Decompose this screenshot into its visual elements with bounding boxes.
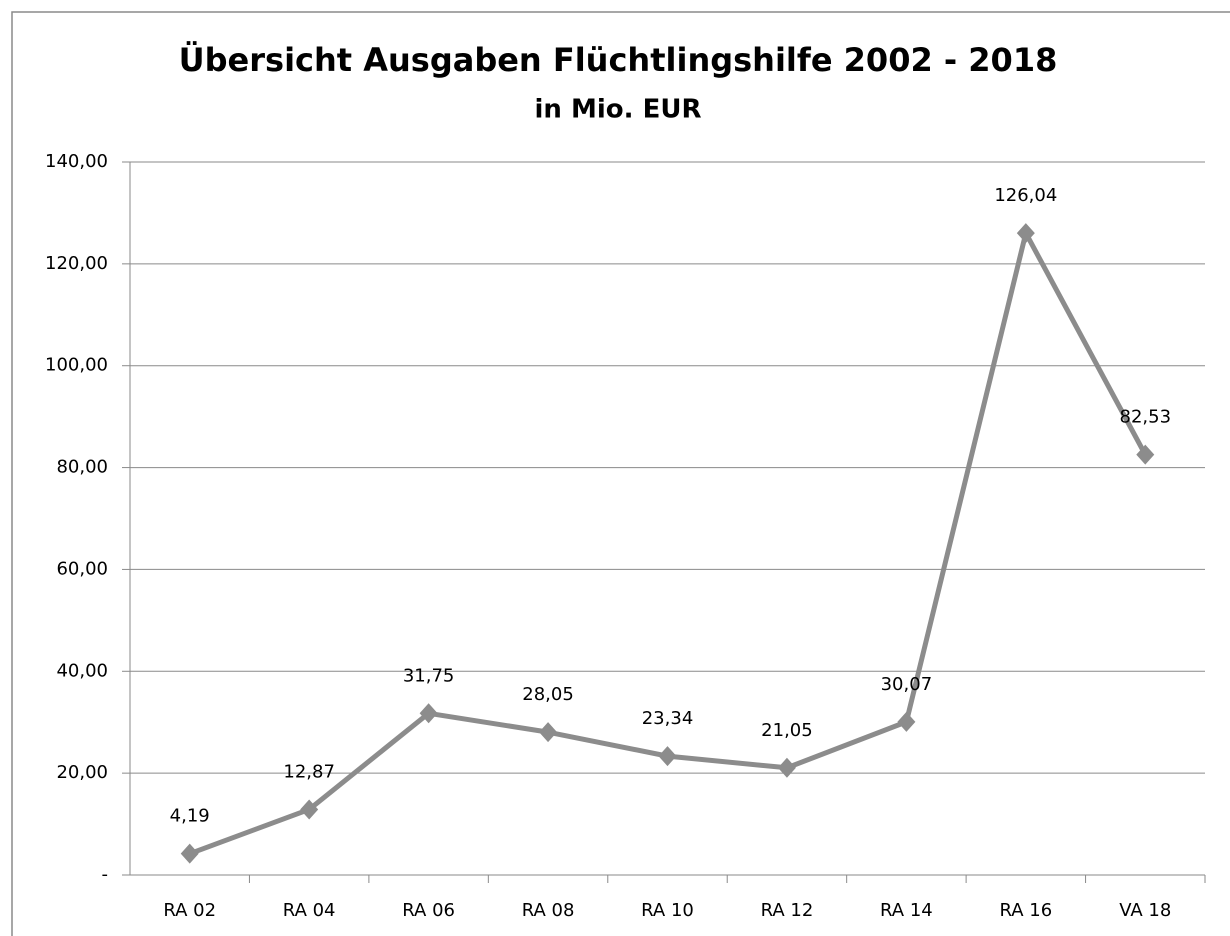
x-tick-label: RA 16 [999,900,1052,921]
marker [419,703,438,724]
data-label: 21,05 [761,720,813,741]
chart-frame [11,11,1230,936]
x-tick-label: RA 08 [522,900,575,921]
data-label: 28,05 [522,684,574,705]
data-label: 30,07 [881,674,933,695]
y-tick-label: 140,00 [45,151,108,172]
data-label: 82,53 [1120,407,1172,428]
data-label: 23,34 [642,708,694,729]
x-tick-label: RA 14 [880,900,933,921]
x-tick-label: RA 06 [402,900,455,921]
data-label: 4,19 [170,806,210,827]
data-label: 12,87 [283,761,335,782]
marker [539,722,558,743]
y-tick-label: 60,00 [56,558,108,579]
marker [300,799,319,820]
marker [658,746,677,767]
y-tick-label: 40,00 [56,660,108,681]
x-tick-label: RA 10 [641,900,694,921]
x-tick-label: RA 12 [761,900,814,921]
marker [1136,444,1155,465]
marker [777,757,796,778]
chart-subtitle: in Mio. EUR [535,95,702,125]
x-tick-label: VA 18 [1119,900,1171,921]
marker [180,843,199,864]
y-tick-label: 20,00 [56,762,108,783]
data-label: 31,75 [403,665,455,686]
y-tick-label: - [102,864,109,885]
y-tick-label: 100,00 [45,355,108,376]
marker [1016,223,1035,244]
x-tick-label: RA 04 [283,900,336,921]
y-tick-label: 120,00 [45,253,108,274]
data-label: 126,04 [994,185,1057,206]
y-tick-label: 80,00 [56,457,108,478]
x-tick-label: RA 02 [163,900,216,921]
chart-title: Übersicht Ausgaben Flüchtlingshilfe 2002… [179,41,1058,79]
marker [897,711,916,732]
